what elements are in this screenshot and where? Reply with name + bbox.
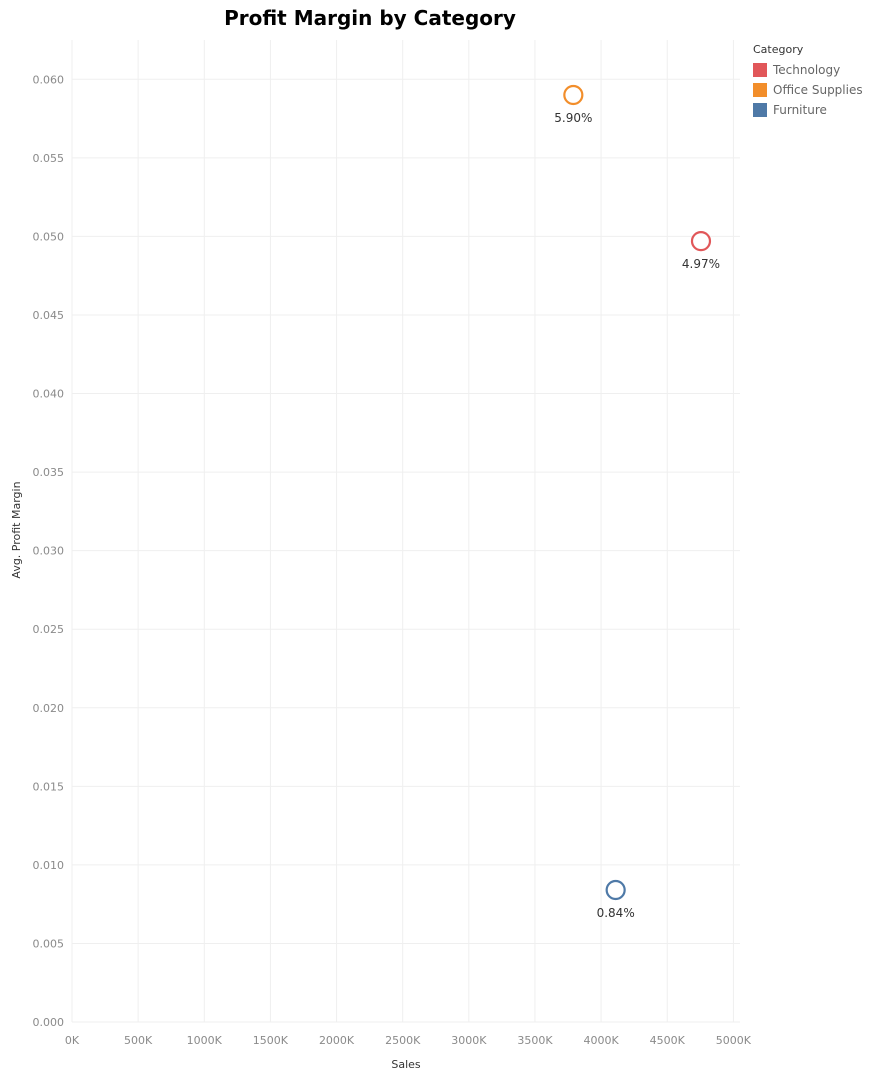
legend-label: Office Supplies [773,83,863,97]
x-tick-label: 0K [65,1034,80,1047]
y-tick-label: 0.015 [33,780,65,793]
y-tick-label: 0.045 [33,309,65,322]
y-tick-label: 0.055 [33,152,65,165]
y-tick-label: 0.010 [33,859,65,872]
x-axis: 0K 500K 1000K 1500K 2000K 2500K 3000K 3500K 4000… [65,1034,752,1047]
legend-swatch [753,103,767,117]
data-label: 5.90% [554,111,592,125]
legend-swatch [753,83,767,97]
legend-label: Furniture [773,103,827,117]
x-tick-label: 4000K [583,1034,619,1047]
y-tick-label: 0.050 [33,230,65,243]
data-points: 4.97% 5.90% 0.84% [554,84,720,920]
x-tick-label: 3500K [517,1034,553,1047]
data-point[interactable] [563,84,584,106]
x-tick-label: 2500K [385,1034,421,1047]
y-tick-label: 0.025 [33,623,65,636]
x-tick-label: 500K [124,1034,153,1047]
data-point[interactable] [690,231,712,252]
y-axis: 0.000 0.005 0.010 0.015 0.020 0.025 0.030 0.035… [33,73,65,1029]
x-tick-label: 5000K [716,1034,752,1047]
y-tick-label: 0.035 [33,466,65,479]
legend: Category Technology Office Supplies Furnit… [753,43,863,120]
data-point[interactable] [605,879,626,901]
data-label: 0.84% [597,906,635,920]
gridlines [71,40,740,1023]
x-tick-label: 2000K [319,1034,355,1047]
legend-swatch [753,63,767,77]
y-tick-label: 0.030 [33,545,65,558]
chart-title: Profit Margin by Category [224,6,516,30]
legend-label: Technology [773,63,841,77]
legend-item[interactable]: Furniture [753,100,863,120]
y-tick-label: 0.020 [33,702,65,715]
legend-title: Category [753,43,804,56]
x-axis-title: Sales [391,1058,421,1071]
y-tick-label: 0.000 [33,1016,65,1029]
x-tick-label: 1000K [187,1034,223,1047]
x-tick-label: 4500K [650,1034,686,1047]
x-tick-label: 1500K [253,1034,289,1047]
legend-item[interactable]: Technology [753,60,863,80]
y-tick-label: 0.040 [33,388,65,401]
y-tick-label: 0.005 [33,937,65,950]
y-axis-title: Avg. Profit Margin [10,481,23,578]
y-tick-label: 0.060 [33,73,65,86]
data-label: 4.97% [682,257,720,271]
legend-item[interactable]: Office Supplies [753,80,863,100]
x-tick-label: 3000K [451,1034,487,1047]
